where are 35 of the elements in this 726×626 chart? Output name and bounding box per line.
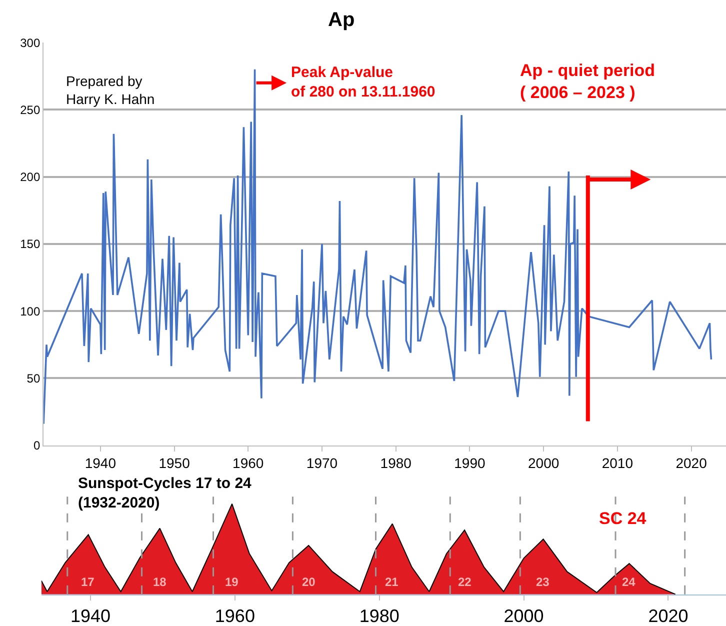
- x-tick-label: 1960: [214, 606, 255, 626]
- x-tick-label: 1990: [454, 455, 486, 472]
- y-tick-label: 0: [33, 438, 40, 453]
- x-tick-label: 1940: [84, 455, 116, 472]
- annotation: 24: [622, 575, 636, 589]
- chart-title: Sunspot-Cycles 17 to 24 (1932-2020): [78, 475, 252, 512]
- x-tick-label: 1970: [306, 455, 338, 472]
- x-tick-label: 2020: [676, 455, 708, 472]
- x-tick-label: 1940: [70, 606, 111, 626]
- annotation: 21: [385, 575, 399, 589]
- y-tick-label: 150: [20, 237, 40, 252]
- annotation: 23: [536, 575, 550, 589]
- ref-line-label: Ap - quiet period ( 2006 – 2023 ): [520, 61, 656, 102]
- x-tick-label: 1980: [359, 606, 400, 626]
- annotation: 19: [225, 575, 239, 589]
- y-tick-label: 300: [20, 36, 40, 50]
- x-tick-label: 1980: [380, 455, 412, 472]
- x-tick-label: 2000: [504, 606, 544, 626]
- x-tick-label: 2020: [648, 606, 688, 626]
- x-tick-label: 2000: [528, 455, 560, 472]
- annotation: Peak Ap-value of 280 on 13.11.1960: [291, 64, 436, 100]
- annotation: 18: [153, 575, 167, 589]
- x-tick-label: 1950: [158, 455, 190, 472]
- annotation: SC 24: [599, 509, 647, 528]
- annotation: 22: [458, 575, 472, 589]
- y-tick-label: 200: [20, 170, 40, 184]
- y-tick-label: 50: [26, 371, 40, 386]
- y-tick-label: 250: [20, 102, 40, 117]
- annotation: 20: [302, 575, 316, 589]
- x-tick-label: 2010: [602, 455, 634, 472]
- x-tick-label: 1960: [232, 455, 264, 472]
- annotation: 17: [81, 575, 95, 589]
- annotation: Prepared by Harry K. Hahn: [66, 73, 155, 108]
- chart-title: Ap: [328, 9, 355, 31]
- y-tick-label: 100: [20, 304, 40, 318]
